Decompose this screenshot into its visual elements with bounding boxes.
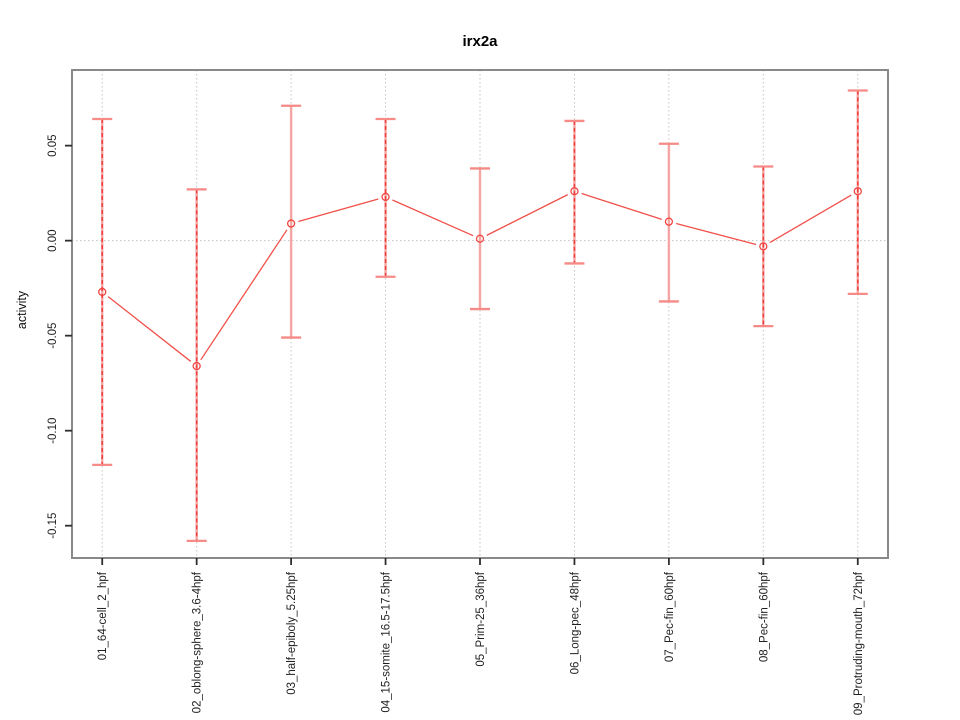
data-point-marker	[381, 192, 390, 202]
y-tick-label: -0.15	[47, 513, 59, 539]
data-point-marker	[570, 187, 579, 196]
x-tick-label: 09_Protruding-mouth_72hpf	[853, 571, 865, 715]
x-tick-label: 04_15-somite_16.5-17.5hpf	[381, 571, 393, 712]
data-point-marker	[759, 242, 768, 251]
data-point-marker	[664, 217, 674, 226]
data-point-marker	[286, 219, 296, 228]
chart-title: irx2a	[462, 33, 498, 50]
x-tick-label: 03_half-epiboly_5.25hpf	[286, 571, 298, 695]
data-point-marker	[853, 187, 862, 196]
series-line-segment	[769, 194, 852, 244]
x-tick-label: 06_Long-pec_48hpf	[569, 571, 581, 674]
x-tick-label: 07_Pec-fin_60hpf	[664, 571, 676, 662]
data-point-marker	[98, 287, 107, 297]
series-line-segment	[392, 199, 474, 237]
series-line-segment	[298, 198, 379, 223]
data-point-marker	[192, 361, 201, 371]
series-line-segment	[486, 194, 569, 236]
y-axis-label: activity	[15, 290, 29, 330]
series-line-segment	[107, 296, 192, 362]
data-point-marker	[475, 234, 485, 243]
y-tick-label: -0.05	[47, 323, 59, 349]
series-line-segment	[581, 192, 662, 220]
series-line-segment	[200, 229, 288, 361]
x-tick-label: 05_Prim-25_36hpf	[475, 571, 487, 666]
series-line-segment	[675, 222, 757, 246]
x-tick-label: 02_oblong-sphere_3.6-4hpf	[192, 571, 204, 713]
x-tick-label: 08_Pec-fin_60hpf	[758, 571, 770, 662]
x-tick-label: 01_64-cell_2_hpf	[97, 571, 109, 660]
y-tick-label: 0.05	[47, 134, 59, 156]
y-tick-label: 0.00	[47, 229, 59, 251]
y-tick-label: -0.10	[47, 418, 59, 444]
